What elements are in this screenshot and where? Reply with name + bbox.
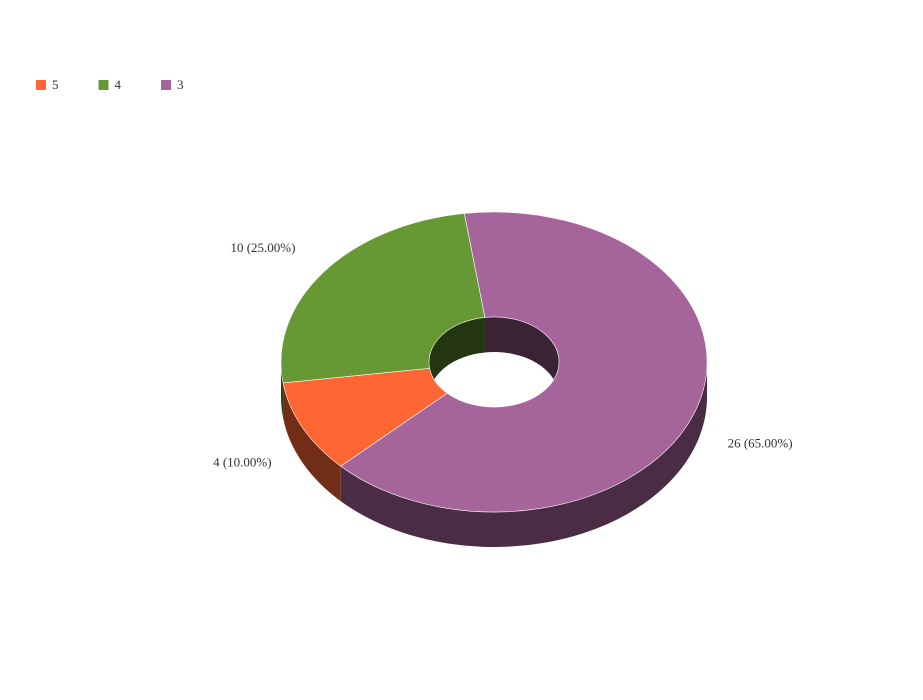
slice: [280, 213, 486, 384]
outer-wall: [283, 382, 341, 502]
legend-swatch: [36, 80, 46, 90]
legend-label: 4: [115, 77, 122, 92]
legend-label: 3: [177, 77, 184, 92]
outer-wall: [340, 362, 707, 548]
slice: [340, 211, 708, 513]
inner-wall: [429, 317, 485, 397]
outer-wall: [281, 362, 284, 418]
legend-swatch: [98, 80, 109, 90]
legend-label: 5: [52, 77, 59, 92]
legend-swatch: [161, 80, 171, 90]
value-label: 4 (10.00%): [213, 455, 272, 470]
inner-wall: [484, 317, 559, 397]
value-label: 10 (25.00%): [230, 240, 295, 255]
value-label: 26 (65.00%): [728, 436, 793, 451]
slice: [282, 367, 448, 467]
